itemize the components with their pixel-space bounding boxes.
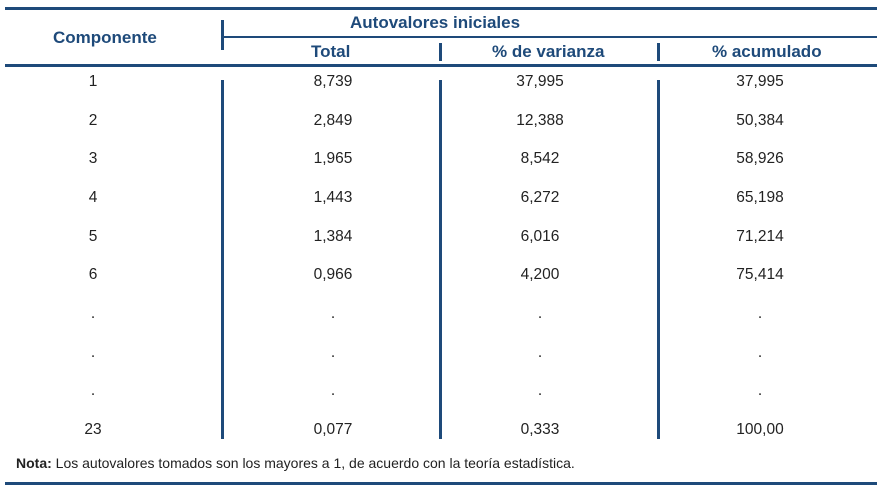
top-rule <box>5 7 877 10</box>
header-divider-2 <box>657 43 660 61</box>
table-cell: . <box>537 344 543 361</box>
header-total: Total <box>311 42 351 61</box>
table-cell: . <box>330 344 336 361</box>
table-cell: 2 <box>88 112 98 129</box>
table-cell: . <box>90 344 96 361</box>
table-cell: 1 <box>88 73 98 90</box>
table-cell: 12,388 <box>516 112 564 129</box>
table-cell: 8,542 <box>520 150 560 167</box>
table-cell: 50,384 <box>736 112 784 129</box>
table-cell: . <box>330 382 336 399</box>
table-cell: 75,414 <box>736 266 784 283</box>
table-cell: . <box>90 305 96 322</box>
body-divider-3 <box>657 80 660 439</box>
table-cell: 6,272 <box>520 189 560 206</box>
table-cell: 23 <box>84 421 102 438</box>
table-cell: 8,739 <box>313 73 353 90</box>
header-group: Autovalores iniciales <box>350 13 521 32</box>
header-component: Componente <box>53 28 157 47</box>
table-cell: . <box>330 305 336 322</box>
table-note: Nota: Los autovalores tomados son los ma… <box>16 455 575 471</box>
table-cell: 65,198 <box>736 189 784 206</box>
table-cell: 2,849 <box>313 112 353 129</box>
table-cell: 1,443 <box>313 189 353 206</box>
table-cell: 1,965 <box>313 150 353 167</box>
table-cell: . <box>90 382 96 399</box>
body-divider-2 <box>439 80 442 439</box>
table-cell: . <box>757 305 763 322</box>
table-cell: . <box>537 305 543 322</box>
table-cell: 4 <box>88 189 98 206</box>
table-cell: 0,333 <box>520 421 560 438</box>
table-cell: 0,077 <box>313 421 353 438</box>
table-cell: 6 <box>88 266 98 283</box>
group-underline <box>222 36 877 38</box>
note-text: Los autovalores tomados son los mayores … <box>51 455 575 471</box>
table-cell: 6,016 <box>520 228 560 245</box>
table-cell: 5 <box>88 228 98 245</box>
table-cell: 1,384 <box>313 228 353 245</box>
table-cell: 37,995 <box>516 73 564 90</box>
header-cumulative: % acumulado <box>712 42 822 61</box>
table-cell: 3 <box>88 150 98 167</box>
table-cell: . <box>757 344 763 361</box>
header-divider-1 <box>439 43 442 61</box>
body-divider-1 <box>221 80 224 439</box>
note-label: Nota: <box>16 455 52 471</box>
bottom-rule <box>5 482 877 485</box>
table-cell: 0,966 <box>313 266 353 283</box>
table-cell: 37,995 <box>736 73 784 90</box>
table-cell: 4,200 <box>520 266 560 283</box>
header-bottom-rule <box>5 64 877 67</box>
table-cell: . <box>537 382 543 399</box>
table-cell: 100,00 <box>736 421 784 438</box>
table-cell: . <box>757 382 763 399</box>
table-cell: 58,926 <box>736 150 784 167</box>
group-divider-left <box>221 20 224 50</box>
header-variance: % de varianza <box>492 42 605 61</box>
table-cell: 71,214 <box>736 228 784 245</box>
